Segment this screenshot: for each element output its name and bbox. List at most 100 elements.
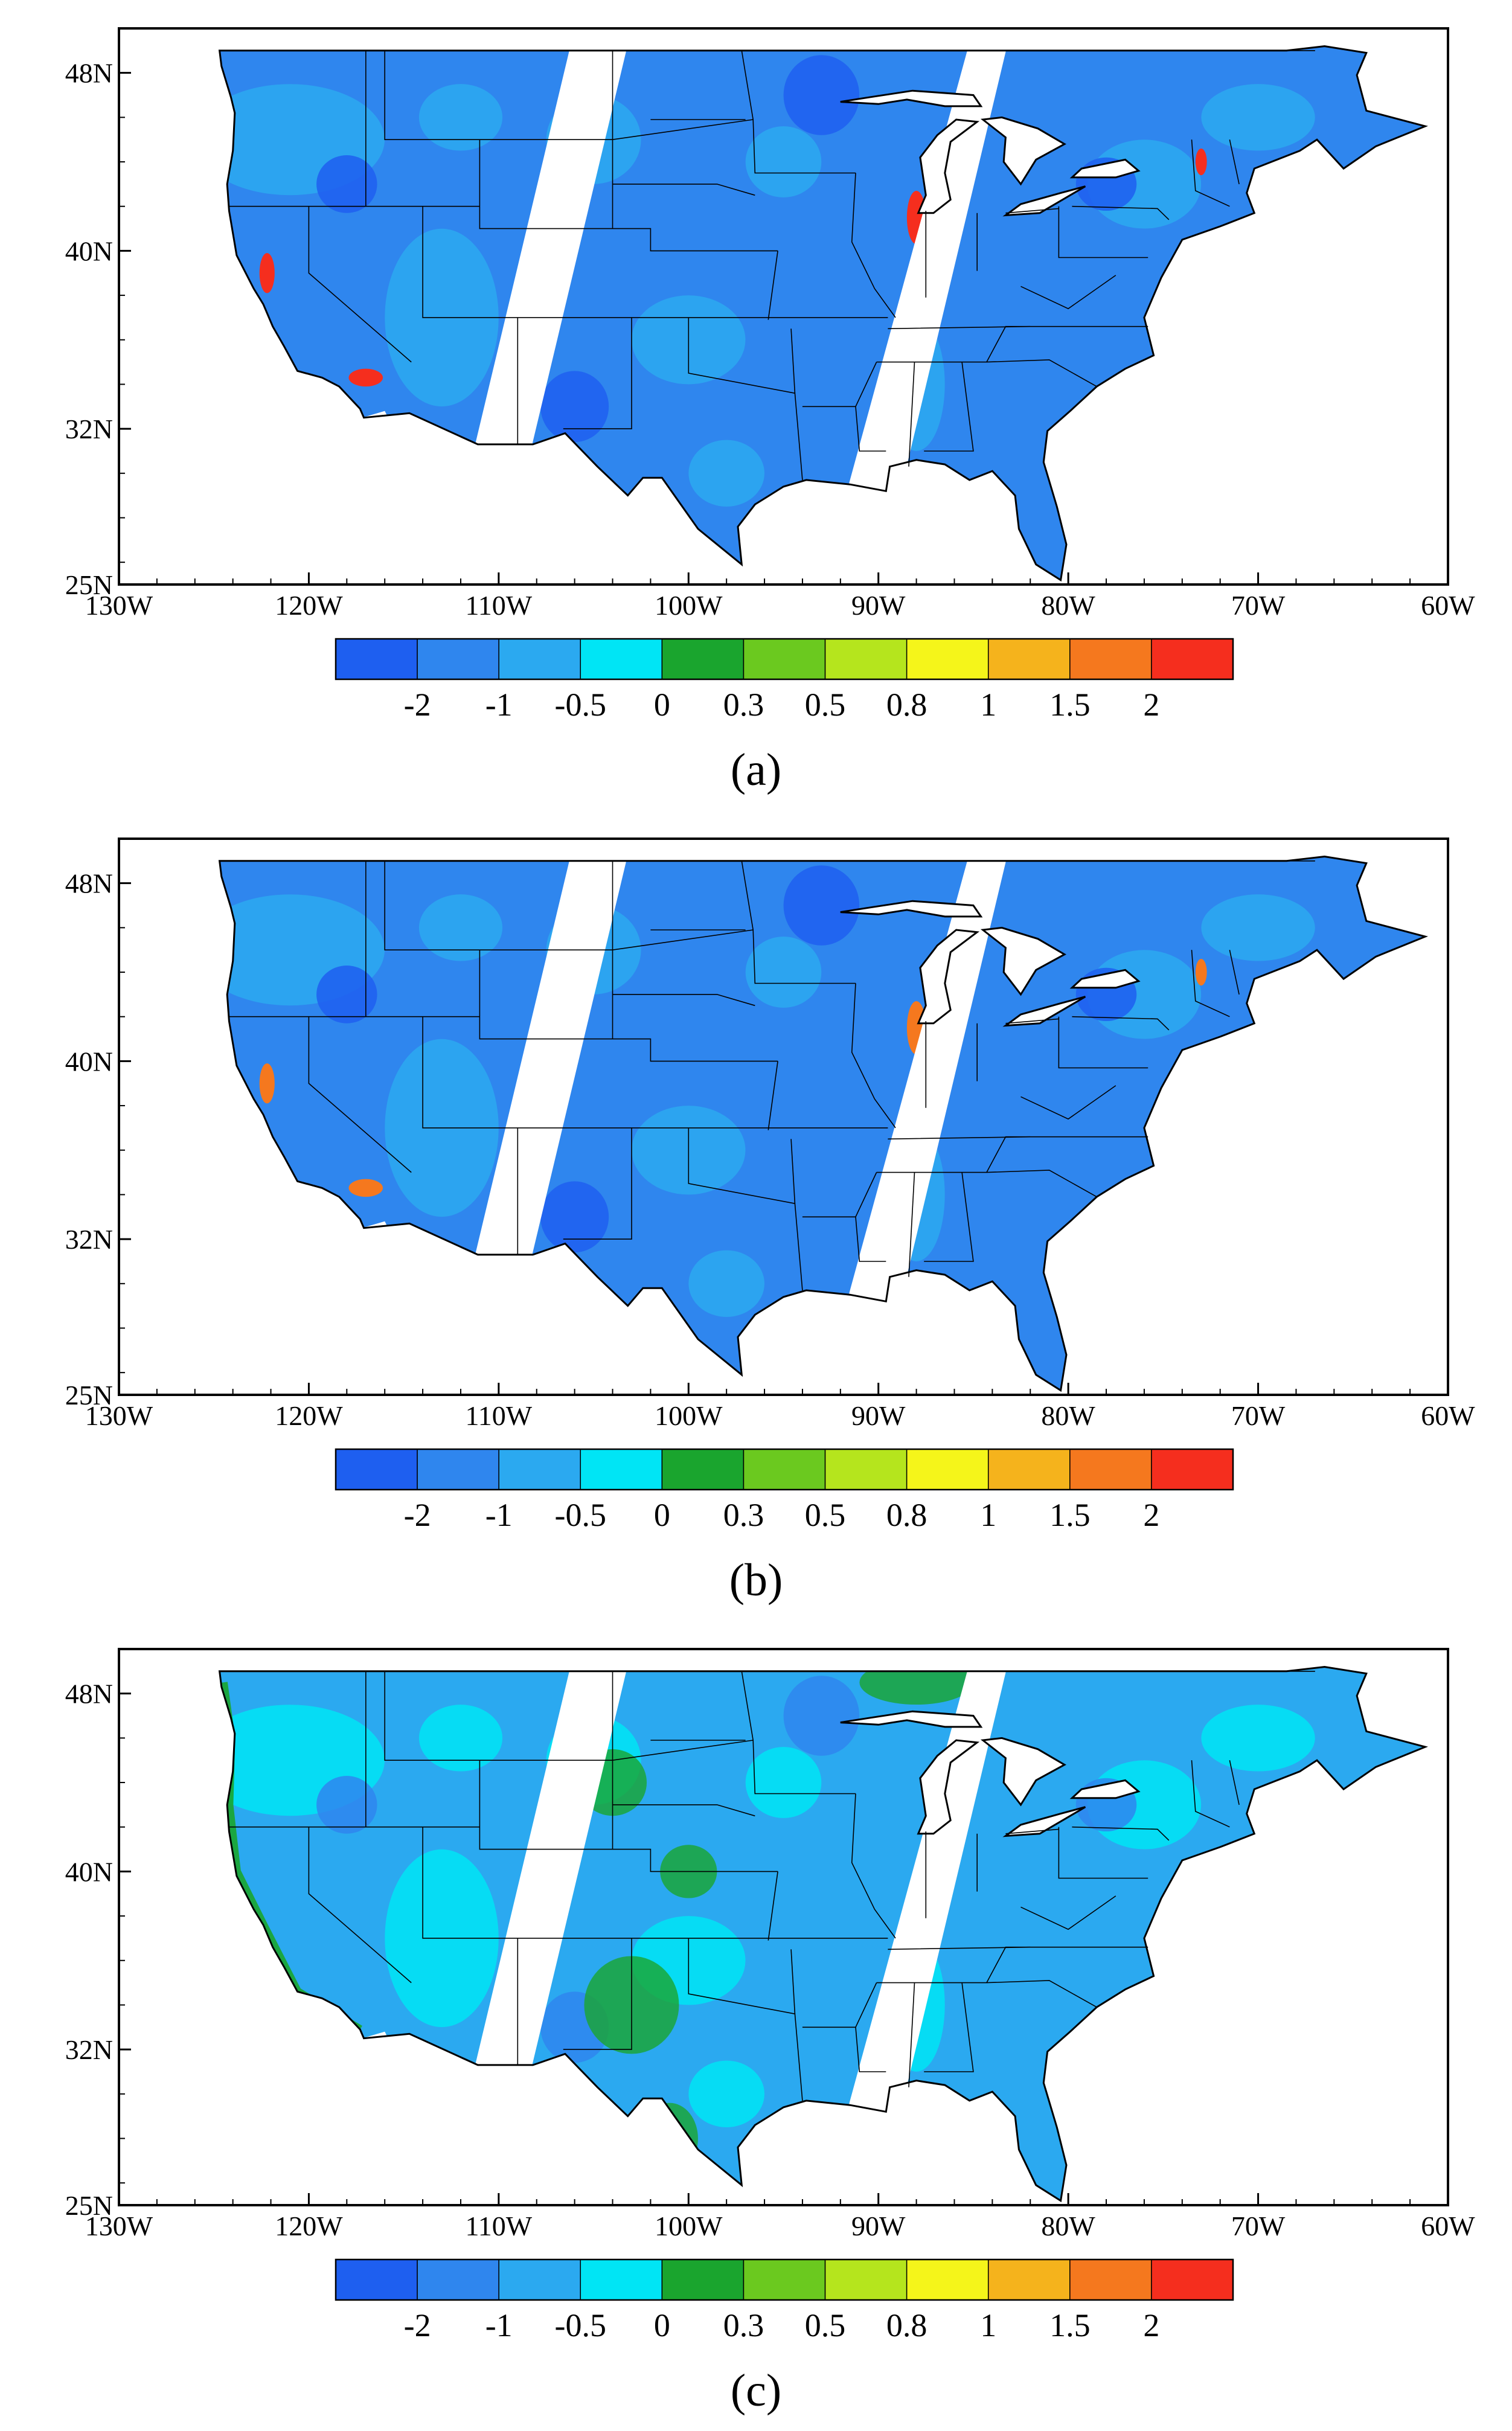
x-tick-label: 130W xyxy=(85,590,153,621)
state-border xyxy=(563,1127,632,1240)
colorbar-tick-label: -0.5 xyxy=(555,1497,606,1533)
colorbar-tick-label: 0.8 xyxy=(886,687,927,723)
data-field xyxy=(219,46,1426,580)
state-border xyxy=(422,1827,888,1939)
state-border xyxy=(384,50,754,140)
state-border xyxy=(1072,205,1170,220)
y-tick-label: 32N xyxy=(65,414,113,444)
colorbar-swatch xyxy=(661,638,745,680)
state-border xyxy=(1058,206,1148,258)
x-tick-label: 80W xyxy=(1041,590,1095,621)
state-border xyxy=(612,184,755,196)
state-border xyxy=(741,1671,856,1795)
colorbar-frame xyxy=(335,638,1234,681)
colorbar-tick-label: -0.5 xyxy=(555,2307,606,2343)
field-patch xyxy=(1201,84,1315,151)
colorbar-swatch xyxy=(743,2259,826,2301)
colorbar-tick-label: 1 xyxy=(980,1497,996,1533)
field-patch xyxy=(418,894,503,961)
field-patch-positive xyxy=(1195,148,1207,176)
x-tick-label: 70W xyxy=(1231,2211,1286,2241)
field-patch xyxy=(418,84,503,151)
lake xyxy=(980,926,1066,996)
colorbar-swatch xyxy=(417,638,499,680)
state-border xyxy=(986,325,1031,362)
state-border xyxy=(767,1061,778,1130)
field-patch xyxy=(783,55,860,135)
y-tick-label: 32N xyxy=(65,1224,113,1255)
state-border xyxy=(1020,1085,1116,1120)
map-area xyxy=(218,28,1429,585)
lake xyxy=(1002,1806,1086,1837)
colorbar-swatch xyxy=(987,2259,1071,2301)
x-tick-label: 80W xyxy=(1041,1400,1095,1431)
state-border xyxy=(986,1136,1031,1173)
x-tick-label: 70W xyxy=(1231,1400,1286,1431)
colorbar-tick-label: -0.5 xyxy=(555,687,606,723)
state-border xyxy=(1191,1760,1230,1828)
field-patch xyxy=(783,865,860,946)
state-border xyxy=(384,1671,754,1761)
field-patch xyxy=(783,1676,860,1756)
x-tick-label: 120W xyxy=(275,1400,343,1431)
state-border xyxy=(384,860,754,950)
field-patch xyxy=(316,966,377,1023)
colorbar-swatch xyxy=(987,638,1071,680)
y-tick-label: 48N xyxy=(65,58,113,89)
x-tick-label: 90W xyxy=(851,2211,906,2241)
state-border xyxy=(851,1793,896,1939)
y-tick-label: 40N xyxy=(65,1046,113,1077)
panel-c: 130W 120W 110W 100W 90W 80W 70W 60W 48N 40N 32N 25N… xyxy=(0,1621,1512,2431)
colorbar-tick-label: 1.5 xyxy=(1049,687,1091,723)
state-border xyxy=(741,860,856,984)
colorbar: -2 -1 -0.5 0 0.3 0.5 0.8 1 1.5 2 xyxy=(335,1448,1234,1533)
state-border xyxy=(1072,1016,1170,1031)
field-patch xyxy=(745,1747,822,1818)
x-tick-label: 100W xyxy=(655,1400,723,1431)
panel-label: (c) xyxy=(731,2365,781,2416)
lake xyxy=(840,900,983,918)
lake xyxy=(1002,185,1086,217)
lake xyxy=(1002,996,1086,1027)
colorbar-tick-label: 0 xyxy=(654,1497,670,1533)
swath-gap xyxy=(821,839,1011,1395)
field-patch-positive xyxy=(259,1063,275,1104)
state-border xyxy=(1191,139,1230,207)
data-field xyxy=(219,856,1426,1391)
state-border xyxy=(308,1827,412,1984)
state-border xyxy=(908,1982,915,2087)
lake xyxy=(917,929,980,1025)
colorbar-swatch xyxy=(1151,638,1234,680)
colorbar-swatch xyxy=(824,1449,908,1490)
field-patch xyxy=(688,1250,764,1317)
colorbar-swatch xyxy=(580,638,663,680)
colorbar-tick-label: 0.5 xyxy=(805,687,846,723)
field-patch-positive xyxy=(1195,958,1207,986)
colorbar-swatch xyxy=(335,638,418,680)
state-border xyxy=(1058,1827,1148,1879)
state-border xyxy=(1229,950,1240,995)
panel-b: 130W 120W 110W 100W 90W 80W 70W 60W 48N 40N 32N 25N… xyxy=(0,810,1512,1621)
x-tick-label: 90W xyxy=(851,1400,906,1431)
state-border xyxy=(1229,1760,1240,1805)
colorbar-swatch xyxy=(661,2259,745,2301)
field-patch xyxy=(1201,894,1315,961)
state-border xyxy=(422,1016,888,1129)
x-tick-label: 130W xyxy=(85,1400,153,1431)
swath-gap xyxy=(441,839,632,1395)
colorbar-frame xyxy=(335,2258,1234,2301)
lake xyxy=(1069,969,1141,989)
data-field xyxy=(219,1667,1426,2201)
colorbar-swatch xyxy=(498,638,581,680)
state-border xyxy=(1191,950,1230,1017)
y-tick-label: 25N xyxy=(65,2190,113,2221)
y-tick-label: 48N xyxy=(65,1679,113,1709)
colorbar-tick-label: -1 xyxy=(485,2307,513,2343)
colorbar-frame xyxy=(335,1448,1234,1491)
lake xyxy=(840,1710,983,1728)
lake xyxy=(917,1739,980,1835)
x-tick-label: 100W xyxy=(655,590,723,621)
state-border xyxy=(1020,1895,1116,1930)
colorbar-tick-label: 2 xyxy=(1143,2307,1159,2343)
state-border xyxy=(1072,1826,1170,1841)
